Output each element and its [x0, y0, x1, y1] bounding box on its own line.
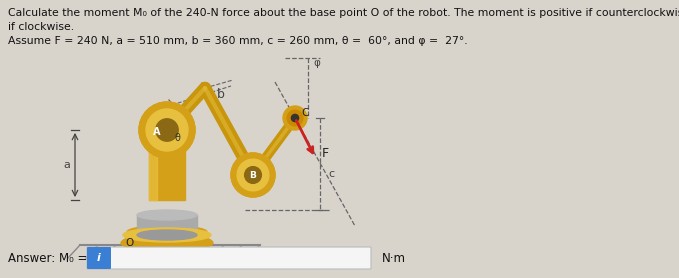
- Text: θ: θ: [174, 133, 180, 143]
- Text: N·m: N·m: [382, 252, 406, 264]
- Ellipse shape: [127, 225, 207, 239]
- FancyBboxPatch shape: [87, 247, 371, 269]
- Text: Calculate the moment M₀ of the 240-N force about the base point O of the robot. : Calculate the moment M₀ of the 240-N for…: [8, 8, 679, 18]
- Text: φ: φ: [313, 58, 320, 68]
- Text: b: b: [217, 88, 225, 101]
- Circle shape: [139, 102, 195, 158]
- Text: i: i: [97, 253, 101, 263]
- Text: A: A: [153, 127, 161, 137]
- Text: O: O: [125, 238, 133, 248]
- Circle shape: [139, 102, 195, 158]
- Circle shape: [244, 167, 261, 183]
- Bar: [149, 130, 157, 200]
- Circle shape: [291, 115, 299, 121]
- Circle shape: [237, 159, 269, 191]
- Text: B: B: [250, 172, 257, 180]
- Circle shape: [231, 153, 275, 197]
- Ellipse shape: [123, 228, 211, 242]
- Circle shape: [155, 119, 178, 141]
- Ellipse shape: [137, 230, 197, 240]
- Text: θ: θ: [174, 133, 180, 143]
- Circle shape: [231, 153, 275, 197]
- Circle shape: [146, 109, 188, 151]
- Bar: [149, 130, 185, 200]
- Circle shape: [146, 109, 188, 151]
- Bar: [137, 215, 197, 235]
- Circle shape: [244, 167, 261, 183]
- Circle shape: [283, 106, 307, 130]
- Text: Assume F = 240 N, a = 510 mm, b = 360 mm, c = 260 mm, θ =  60°, and φ =  27°.: Assume F = 240 N, a = 510 mm, b = 360 mm…: [8, 36, 468, 46]
- Text: a: a: [64, 160, 71, 170]
- Circle shape: [287, 110, 303, 126]
- FancyBboxPatch shape: [87, 247, 111, 269]
- Text: B: B: [250, 172, 257, 180]
- Text: F: F: [322, 147, 329, 160]
- Text: c: c: [328, 169, 334, 179]
- Ellipse shape: [122, 234, 212, 250]
- Text: C: C: [301, 108, 309, 118]
- Circle shape: [155, 119, 178, 141]
- Text: Answer: M₀ =: Answer: M₀ =: [8, 252, 88, 264]
- Text: if clockwise.: if clockwise.: [8, 22, 74, 32]
- Ellipse shape: [137, 210, 197, 220]
- Text: A: A: [153, 127, 161, 137]
- Circle shape: [237, 159, 269, 191]
- Ellipse shape: [121, 235, 213, 251]
